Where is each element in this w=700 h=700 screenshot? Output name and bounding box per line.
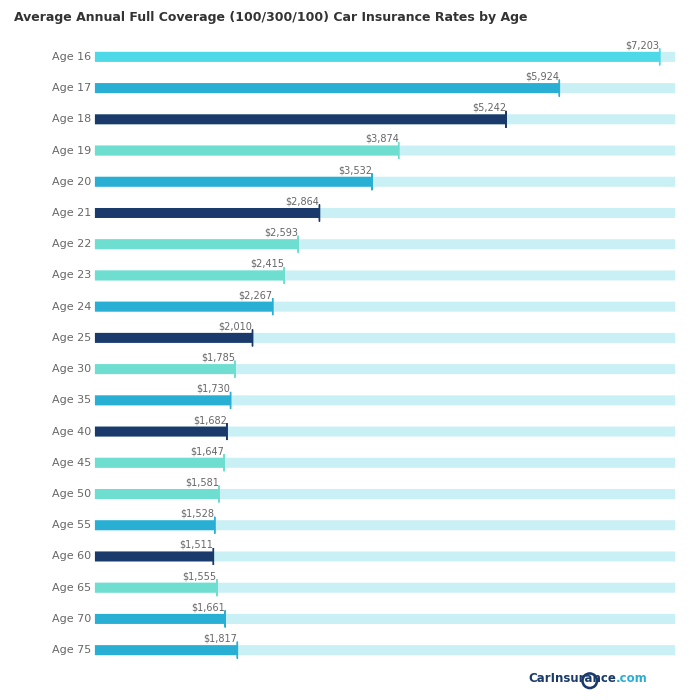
FancyBboxPatch shape: [95, 364, 675, 374]
Text: $1,682: $1,682: [193, 415, 227, 425]
Text: Age 22: Age 22: [52, 239, 91, 249]
FancyBboxPatch shape: [95, 489, 675, 499]
Text: Age 60: Age 60: [52, 552, 91, 561]
FancyBboxPatch shape: [95, 208, 675, 218]
FancyBboxPatch shape: [95, 458, 224, 468]
Text: $1,817: $1,817: [204, 634, 237, 643]
Text: Age 23: Age 23: [52, 270, 91, 281]
FancyBboxPatch shape: [95, 333, 675, 343]
FancyBboxPatch shape: [95, 239, 675, 249]
Circle shape: [584, 676, 595, 686]
FancyBboxPatch shape: [95, 83, 559, 93]
Text: Age 70: Age 70: [52, 614, 91, 624]
Text: $1,647: $1,647: [190, 446, 224, 456]
Text: Age 75: Age 75: [52, 645, 91, 655]
Text: Age 35: Age 35: [52, 395, 91, 405]
Text: $2,010: $2,010: [218, 321, 253, 331]
Text: $7,203: $7,203: [626, 41, 659, 50]
Text: Age 45: Age 45: [52, 458, 91, 468]
Text: $2,267: $2,267: [239, 290, 273, 300]
FancyBboxPatch shape: [95, 458, 675, 468]
FancyBboxPatch shape: [95, 520, 215, 530]
FancyBboxPatch shape: [95, 177, 372, 187]
FancyBboxPatch shape: [95, 333, 253, 343]
FancyBboxPatch shape: [95, 146, 675, 155]
FancyBboxPatch shape: [95, 552, 214, 561]
Text: Age 25: Age 25: [52, 333, 91, 343]
Circle shape: [582, 673, 598, 689]
FancyBboxPatch shape: [95, 614, 675, 624]
FancyBboxPatch shape: [95, 426, 227, 437]
FancyBboxPatch shape: [95, 177, 675, 187]
Text: Age 19: Age 19: [52, 146, 91, 155]
Text: Age 40: Age 40: [52, 426, 91, 437]
FancyBboxPatch shape: [95, 52, 659, 62]
FancyBboxPatch shape: [95, 395, 675, 405]
Text: CarInsurance: CarInsurance: [528, 671, 616, 685]
Text: Average Annual Full Coverage (100/300/100) Car Insurance Rates by Age: Average Annual Full Coverage (100/300/10…: [14, 10, 528, 24]
Text: $1,528: $1,528: [181, 509, 215, 519]
FancyBboxPatch shape: [95, 302, 273, 312]
Text: $1,661: $1,661: [191, 603, 225, 612]
Text: $5,924: $5,924: [526, 71, 559, 81]
Text: $2,864: $2,864: [286, 197, 319, 206]
FancyBboxPatch shape: [95, 645, 675, 655]
Text: $1,555: $1,555: [183, 571, 217, 581]
Text: Age 21: Age 21: [52, 208, 91, 218]
FancyBboxPatch shape: [95, 614, 225, 624]
FancyBboxPatch shape: [95, 208, 319, 218]
Text: $5,242: $5,242: [472, 103, 506, 113]
Text: Age 30: Age 30: [52, 364, 91, 374]
Text: $1,581: $1,581: [185, 477, 219, 487]
FancyBboxPatch shape: [95, 146, 398, 155]
Text: Age 16: Age 16: [52, 52, 91, 62]
FancyBboxPatch shape: [95, 302, 675, 312]
Text: Age 18: Age 18: [52, 114, 91, 125]
FancyBboxPatch shape: [95, 83, 675, 93]
Text: $1,730: $1,730: [197, 384, 230, 394]
FancyBboxPatch shape: [95, 239, 298, 249]
Text: $3,532: $3,532: [338, 165, 372, 175]
FancyBboxPatch shape: [95, 489, 219, 499]
FancyBboxPatch shape: [95, 114, 675, 125]
FancyBboxPatch shape: [95, 114, 506, 125]
FancyBboxPatch shape: [95, 582, 217, 593]
Text: $2,415: $2,415: [251, 259, 284, 269]
FancyBboxPatch shape: [95, 270, 675, 281]
FancyBboxPatch shape: [95, 552, 675, 561]
Text: $1,785: $1,785: [201, 353, 235, 363]
Text: Age 50: Age 50: [52, 489, 91, 499]
Text: Age 17: Age 17: [52, 83, 91, 93]
FancyBboxPatch shape: [95, 520, 675, 530]
FancyBboxPatch shape: [95, 364, 235, 374]
FancyBboxPatch shape: [95, 270, 284, 281]
FancyBboxPatch shape: [95, 645, 237, 655]
Text: Age 20: Age 20: [52, 177, 91, 187]
FancyBboxPatch shape: [95, 582, 675, 593]
FancyBboxPatch shape: [95, 52, 675, 62]
Text: Age 55: Age 55: [52, 520, 91, 530]
Text: $1,511: $1,511: [179, 540, 214, 550]
Text: Age 65: Age 65: [52, 582, 91, 593]
Text: .com: .com: [616, 671, 648, 685]
FancyBboxPatch shape: [95, 395, 230, 405]
Text: Age 24: Age 24: [52, 302, 91, 312]
FancyBboxPatch shape: [95, 426, 675, 437]
Text: $3,874: $3,874: [365, 134, 398, 144]
Text: $2,593: $2,593: [264, 228, 298, 238]
